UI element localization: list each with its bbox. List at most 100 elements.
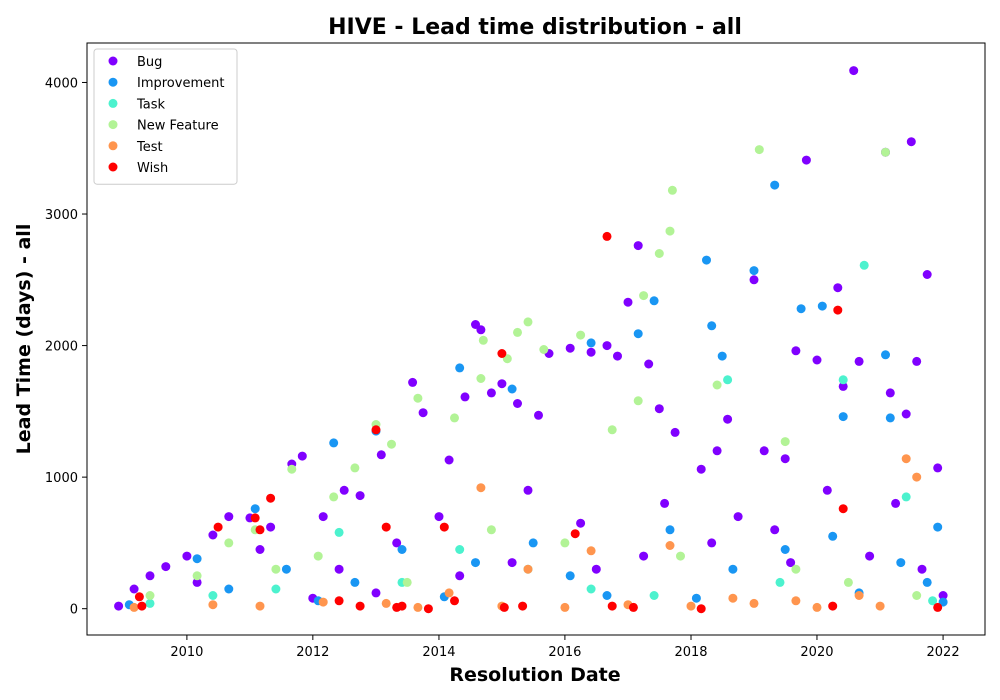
data-point [686,601,696,611]
data-point [885,413,895,423]
y-tick-label: 3000 [45,208,78,223]
legend-label: Wish [137,161,168,176]
data-point [801,155,811,165]
data-point [586,338,596,348]
y-tick-label: 4000 [45,76,78,91]
data-point [114,601,124,611]
series-test [129,454,922,612]
data-point [885,388,895,398]
data-point [854,356,864,366]
data-point [749,266,759,276]
data-point [318,512,328,522]
data-point [250,513,260,523]
data-point [192,554,202,564]
data-point [478,335,488,345]
data-point [770,180,780,190]
data-point [334,564,344,574]
data-point [933,602,943,612]
data-point [476,374,486,383]
data-point [770,525,780,535]
data-point [828,601,838,611]
data-point [145,571,155,581]
data-point [928,596,938,606]
data-point [208,591,218,600]
x-tick-label: 2022 [927,645,960,660]
points-layer [114,66,948,614]
data-point [476,325,486,335]
data-point [444,588,454,598]
data-point [570,529,580,539]
data-point [434,512,444,522]
data-point [499,602,509,612]
data-point [329,492,339,502]
data-point [576,518,586,528]
data-point [528,538,538,548]
data-point [822,485,832,495]
data-point [633,241,643,251]
data-point [444,455,454,465]
data-point [859,260,869,270]
data-point [450,413,459,423]
data-point [376,450,386,460]
data-point [534,410,543,420]
data-point [460,392,470,402]
data-point [318,597,328,607]
legend-label: Test [136,140,163,155]
data-point [586,347,596,357]
data-point [728,564,738,574]
data-point [576,330,586,340]
data-point [676,551,685,561]
legend-label: New Feature [137,119,219,134]
data-point [881,147,890,157]
data-point [912,591,922,600]
data-point [255,545,265,554]
data-point [780,437,790,447]
y-tick-label: 2000 [45,340,78,355]
data-point [350,463,360,473]
data-point [786,558,796,568]
data-point [707,538,717,548]
data-point [670,427,680,437]
data-point [817,301,827,311]
data-point [476,483,486,493]
data-point [423,604,433,614]
data-point [875,601,885,611]
data-point [633,396,643,406]
data-point [381,598,391,608]
data-point [667,185,677,195]
data-point [639,551,649,561]
data-point [329,438,339,448]
data-point [791,596,801,606]
data-point [633,329,643,339]
data-point [334,596,344,606]
x-tick-label: 2018 [674,645,707,660]
data-point [402,577,412,587]
data-point [455,363,465,373]
data-point [723,375,733,385]
x-tick-label: 2020 [800,645,833,660]
data-point [255,525,265,535]
data-point [208,530,218,540]
legend-marker [108,56,118,66]
data-point [607,601,617,611]
legend-marker [108,141,118,151]
data-point [145,591,155,600]
x-tick-label: 2014 [422,645,455,660]
chart-title: HIVE - Lead time distribution - all [328,15,742,40]
data-point [644,359,654,369]
y-axis: 0 1000 2000 3000 4000 [45,76,87,618]
legend-marker [108,162,118,172]
data-point [134,592,144,602]
data-point [497,349,507,358]
data-point [439,522,449,532]
data-point [560,602,570,612]
data-point [455,545,465,554]
data-point [471,558,480,568]
data-point [838,504,848,514]
x-tick-label: 2012 [296,645,329,660]
data-point [812,355,822,365]
data-point [796,304,806,314]
data-point [381,522,391,532]
data-point [780,545,790,554]
data-point [838,412,848,422]
